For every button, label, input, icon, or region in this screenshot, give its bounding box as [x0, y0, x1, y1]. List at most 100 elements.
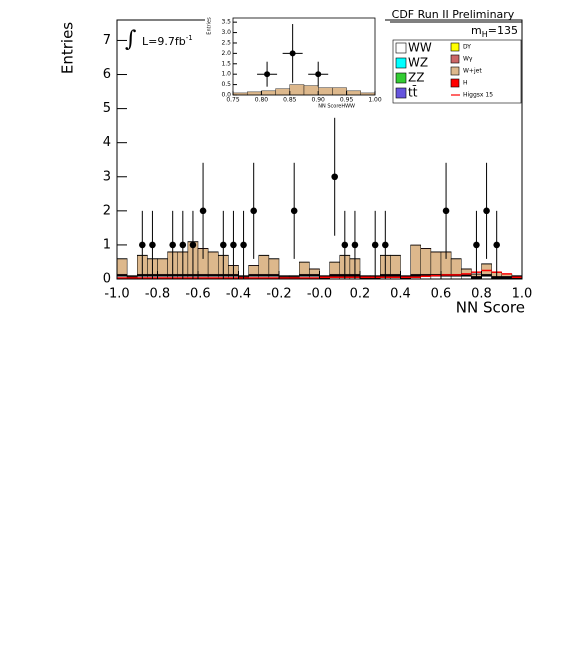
data-point: [371, 241, 379, 249]
inset-y-tick-label: 2.0: [221, 50, 231, 57]
inset-x-tick-label: 0.85: [283, 97, 297, 104]
legend-swatch: [450, 78, 460, 88]
stack-bar: [430, 251, 442, 275]
inset-x-tick-label: 1.00: [368, 97, 382, 104]
x-tick-label: -0.8: [145, 287, 170, 302]
inset-y-tick-label: 1.5: [221, 60, 231, 67]
inset-frame: [232, 17, 376, 96]
legend-label: Wγ: [463, 56, 473, 63]
legend-swatch: [450, 54, 460, 64]
y-tick-label: 7: [103, 33, 111, 48]
inset-x-tick-label: 0.75: [226, 97, 240, 104]
inset-bar: [303, 85, 319, 96]
x-tick-label: 0.2: [350, 287, 371, 302]
data-point: [149, 241, 156, 249]
x-axis-label: NN Score: [456, 299, 525, 317]
inset-x-label: NN ScoreHWW: [318, 104, 355, 110]
inset-y-tick-label: 0.5: [221, 81, 231, 88]
inset-data-point: [289, 50, 296, 57]
data-point: [382, 241, 389, 249]
legend-swatch: [395, 42, 407, 54]
stack-bar: [329, 262, 340, 275]
data-point: [351, 241, 359, 249]
x-tick-label: -0.6: [185, 287, 210, 302]
x-tick-label: 0.8: [471, 287, 492, 302]
lumi-sup: -1: [186, 34, 193, 42]
data-point: [473, 241, 480, 249]
stack-bar: [299, 262, 310, 275]
data-point: [290, 207, 298, 215]
data-point: [250, 207, 257, 215]
stack-bar: [258, 255, 270, 275]
integral-sign: ∫: [125, 27, 137, 52]
inset-x-tick-label: 0.90: [312, 97, 326, 104]
inset-data-point: [315, 71, 322, 78]
stack-bar: [248, 265, 259, 275]
lumi-label: L=9.7fb-1: [142, 34, 193, 48]
legend-label: H: [463, 80, 468, 87]
stack-bar: [207, 251, 219, 275]
mass-label: mH=135: [471, 24, 518, 39]
stack-bar: [116, 258, 128, 275]
y-tick-label: 2: [103, 203, 111, 218]
inset-bar: [275, 88, 291, 96]
data-point: [240, 241, 247, 249]
x-tick-label: -1.0: [104, 287, 129, 302]
legend-label: WZ: [408, 56, 428, 70]
inset-bar: [289, 84, 305, 96]
stack-bar: [268, 258, 280, 275]
data-point: [493, 241, 500, 249]
data-point: [189, 241, 197, 249]
y-tick-label: 0: [103, 272, 111, 287]
x-tick-label: 0.6: [431, 287, 452, 302]
inset-y-tick-label: 2.5: [221, 39, 231, 46]
stack-bar: [481, 263, 492, 275]
inset-y-tick-label: 0.0: [221, 92, 231, 99]
x-tick-label: 0.4: [390, 287, 411, 302]
legend-swatch: [450, 42, 460, 52]
data-point: [331, 173, 338, 181]
data-point: [179, 241, 187, 249]
inset-bar: [346, 90, 362, 96]
inset-y-tick-label: 3.0: [221, 29, 231, 36]
stack-bar: [420, 248, 432, 275]
inset-data-point: [264, 71, 271, 78]
y-axis-label: Entries: [59, 22, 77, 74]
legend-label: WW: [408, 41, 432, 55]
inset-x-tick-label: 0.95: [340, 97, 354, 104]
data-point: [483, 207, 490, 215]
y-tick-label: 4: [103, 135, 111, 150]
data-point: [341, 241, 349, 249]
mass-m: m: [471, 24, 482, 37]
legend-swatch: [395, 87, 407, 99]
legend-label: tt̄: [408, 85, 418, 99]
inset-y-tick-label: 3.5: [221, 19, 231, 26]
stack-bar: [157, 258, 168, 275]
legend-label: W+jet: [463, 68, 482, 75]
x-tick-label: 1.0: [512, 287, 533, 302]
inset-y-tick-label: 1.0: [221, 71, 231, 78]
chart-title: CDF Run II Preliminary: [392, 8, 515, 21]
data-point: [199, 207, 207, 215]
inset-bar: [332, 87, 347, 96]
data-point: [442, 207, 450, 215]
stack-bar: [309, 268, 320, 275]
data-point: [169, 241, 176, 249]
data-point: [220, 241, 227, 249]
data-point: [230, 241, 237, 249]
legend-label: Higgsx 15: [463, 92, 493, 99]
mass-rest: =135: [488, 24, 518, 37]
legend-swatch: [395, 72, 407, 84]
legend-label: DY: [463, 44, 471, 51]
data-point: [139, 241, 146, 249]
legend-label: ZZ: [408, 71, 424, 85]
inset-x-tick-label: 0.80: [255, 97, 269, 104]
x-tick-label: -0.4: [226, 287, 251, 302]
stack-bar: [390, 255, 401, 275]
legend-swatch: [450, 66, 460, 76]
legend-swatch: [395, 57, 407, 69]
inset-y-label: Entries: [207, 17, 213, 35]
inset-bar: [261, 90, 276, 96]
